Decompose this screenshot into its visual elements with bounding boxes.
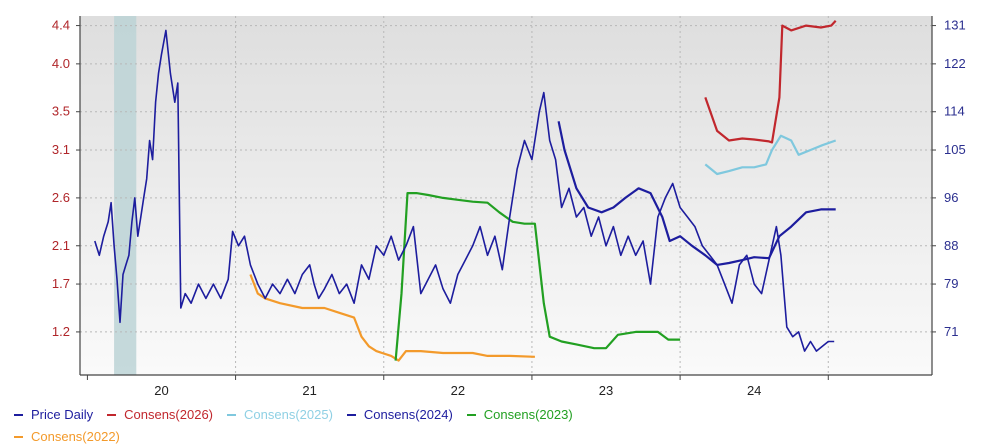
y-left-tick-label: 2.1 — [52, 238, 70, 253]
shaded-period — [114, 16, 137, 375]
y-left-tick-label: 3.1 — [52, 142, 70, 157]
legend-label: Consens(2023) — [483, 407, 573, 422]
legend-swatch — [227, 413, 237, 416]
x-tick-label: 20 — [154, 383, 168, 398]
legend-swatch — [346, 413, 356, 416]
series-line-consens-2026 — [704, 20, 837, 144]
legend-item: Consens(2022) — [14, 426, 120, 448]
x-tick-label: 21 — [302, 383, 316, 398]
y-right-tick-label: 131 — [944, 18, 966, 33]
legend-label: Consens(2025) — [244, 407, 333, 422]
series-line-consens-2022 — [249, 274, 535, 362]
x-tick-label: 24 — [747, 383, 761, 398]
legend-label: Consens(2026) — [124, 407, 214, 422]
x-tick-label: 22 — [451, 383, 465, 398]
legend-item: Consens(2023) — [466, 404, 573, 426]
y-left-tick-label: 1.7 — [52, 276, 70, 291]
plot-background — [80, 16, 932, 375]
legend-label: Consens(2022) — [31, 429, 120, 444]
legend-item: Consens(2024) — [346, 404, 453, 426]
series-line-consens-2023 — [394, 192, 681, 361]
y-left-tick-label: 4.4 — [52, 18, 70, 33]
legend-item: Price Daily — [14, 404, 93, 426]
legend-swatch — [14, 435, 23, 438]
y-right-tick-label: 79 — [944, 276, 958, 291]
legend-label: Consens(2024) — [363, 407, 453, 422]
y-right-tick-label: 122 — [944, 56, 966, 71]
y-left-tick-label: 2.6 — [52, 190, 70, 205]
series-line-consens-2024 — [557, 121, 836, 266]
legend-swatch — [466, 413, 476, 416]
y-left-tick-label: 4.0 — [52, 56, 70, 71]
y-right-tick-label: 114 — [944, 104, 965, 119]
legend-swatch — [14, 413, 23, 416]
legend-swatch — [107, 413, 117, 416]
legend: Price Daily Consens(2026) Consens(2025) Con… — [14, 404, 974, 448]
y-right-tick-label: 71 — [944, 324, 958, 339]
legend-item: Consens(2026) — [107, 404, 213, 426]
legend-item: Consens(2025) — [227, 404, 333, 426]
series-line-price-daily — [94, 29, 835, 352]
y-right-tick-label: 88 — [944, 238, 958, 253]
y-right-tick-label: 105 — [944, 142, 966, 157]
y-left-tick-label: 3.5 — [52, 104, 70, 119]
legend-label: Price Daily — [31, 407, 94, 422]
y-left-tick-label: 1.2 — [52, 324, 70, 339]
x-tick-label: 23 — [599, 383, 613, 398]
y-right-tick-label: 96 — [944, 190, 958, 205]
series-line-consens-2025 — [704, 134, 837, 176]
